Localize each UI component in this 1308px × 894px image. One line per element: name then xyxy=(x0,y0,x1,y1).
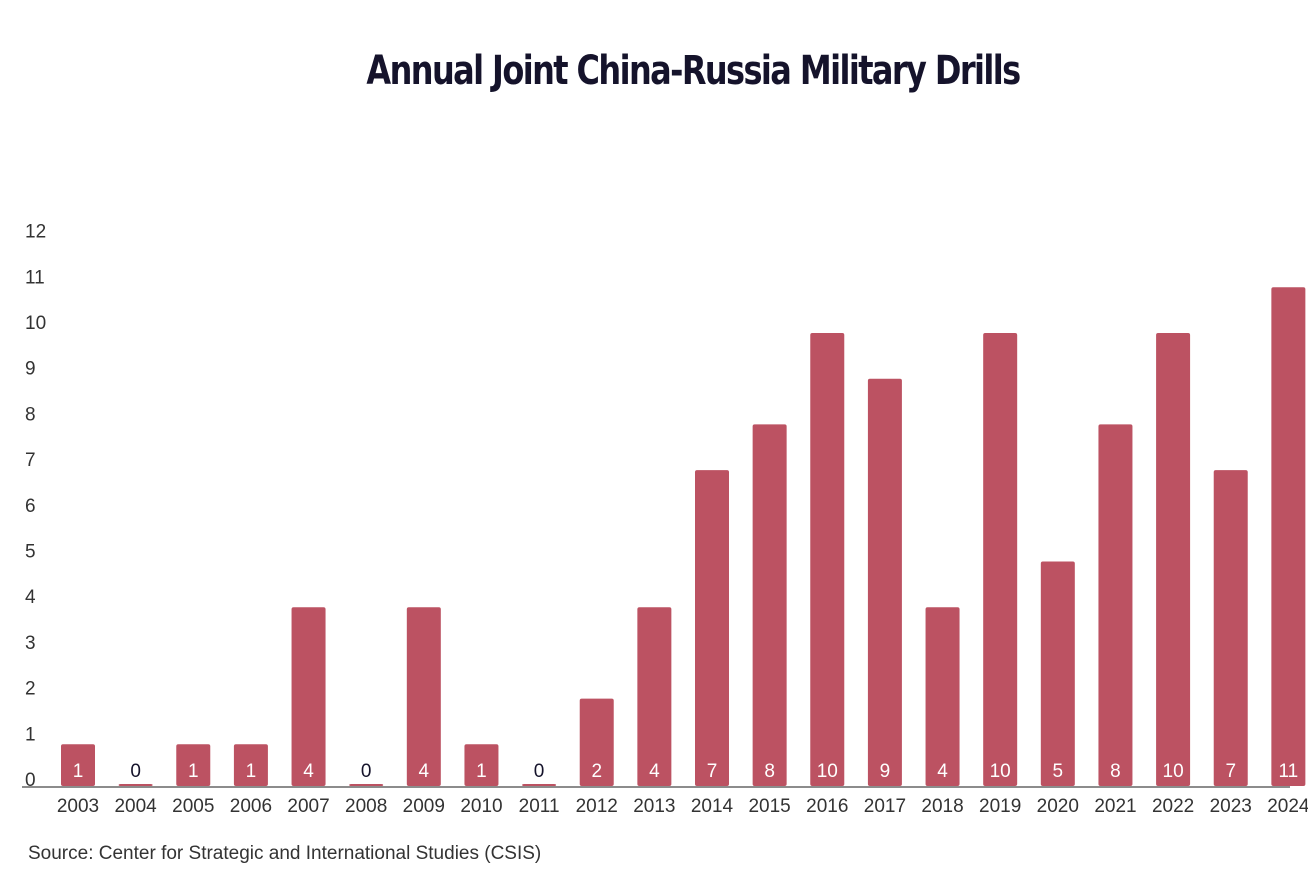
bar xyxy=(291,607,326,786)
x-tick-label: 2024 xyxy=(1267,796,1308,817)
bar xyxy=(233,744,268,786)
x-tick-label: 2010 xyxy=(460,796,502,817)
x-tick-label: 2005 xyxy=(172,796,214,817)
data-label: 7 xyxy=(707,761,718,782)
source-note: Source: Center for Strategic and Interna… xyxy=(28,843,542,864)
y-tick-label: 10 xyxy=(25,313,46,334)
bar xyxy=(1271,287,1306,786)
bar xyxy=(752,424,787,786)
data-label: 1 xyxy=(188,761,199,782)
bar xyxy=(349,784,384,786)
chart-title: Annual Joint China-Russia Military Drill… xyxy=(366,48,1021,94)
y-tick-label: 1 xyxy=(25,724,36,745)
data-label: 4 xyxy=(649,761,660,782)
bar xyxy=(1213,470,1248,786)
x-tick-label: 2017 xyxy=(864,796,906,817)
data-label: 0 xyxy=(361,761,372,782)
x-tick-label: 2020 xyxy=(1037,796,1079,817)
x-tick-label: 2013 xyxy=(633,796,675,817)
bar xyxy=(522,784,557,786)
bar xyxy=(176,744,211,786)
bar xyxy=(810,333,845,786)
y-tick-label: 11 xyxy=(25,267,45,288)
x-tick-label: 2015 xyxy=(748,796,790,817)
y-tick-label: 7 xyxy=(25,450,36,471)
data-label: 10 xyxy=(990,761,1011,782)
bar xyxy=(1156,333,1191,786)
bar xyxy=(406,607,441,786)
bar xyxy=(867,378,902,786)
x-tick-label: 2016 xyxy=(806,796,848,817)
bar xyxy=(579,698,614,786)
x-tick-label: 2007 xyxy=(287,796,329,817)
x-tick-label: 2011 xyxy=(519,796,560,817)
bar xyxy=(1098,424,1133,786)
data-label: 1 xyxy=(246,761,257,782)
bar xyxy=(637,607,672,786)
data-label: 4 xyxy=(419,761,430,782)
x-tick-label: 2004 xyxy=(114,796,157,817)
data-label: 7 xyxy=(1225,761,1236,782)
y-tick-label: 4 xyxy=(25,587,36,608)
bar xyxy=(61,744,95,786)
x-tick-label: 2022 xyxy=(1152,796,1194,817)
y-tick-label: 12 xyxy=(25,222,46,243)
x-tick-label: 2023 xyxy=(1210,796,1252,817)
x-tick-label: 2019 xyxy=(979,796,1021,817)
data-label: 8 xyxy=(764,761,775,782)
x-tick-label: 2012 xyxy=(576,796,618,817)
data-label: 8 xyxy=(1110,761,1121,782)
x-tick-label: 2018 xyxy=(921,796,963,817)
data-label: 1 xyxy=(73,761,84,782)
bar xyxy=(464,744,499,786)
y-tick-label: 3 xyxy=(25,633,36,654)
y-tick-label: 0 xyxy=(25,770,36,791)
bar xyxy=(983,333,1018,786)
data-label: 0 xyxy=(130,761,141,782)
y-tick-label: 5 xyxy=(25,542,36,563)
x-tick-label: 2006 xyxy=(230,796,272,817)
x-tick-label: 2003 xyxy=(57,796,99,817)
data-label: 0 xyxy=(534,761,545,782)
data-label: 11 xyxy=(1278,761,1298,782)
data-label: 10 xyxy=(817,761,838,782)
data-label: 4 xyxy=(937,761,948,782)
y-tick-label: 2 xyxy=(25,679,36,700)
data-label: 10 xyxy=(1163,761,1184,782)
data-label: 5 xyxy=(1053,761,1064,782)
x-tick-label: 2009 xyxy=(403,796,445,817)
x-tick-label: 2008 xyxy=(345,796,387,817)
data-label: 9 xyxy=(880,761,891,782)
bar xyxy=(695,470,729,786)
y-tick-label: 8 xyxy=(25,404,36,425)
bar xyxy=(118,784,153,786)
x-tick-label: 2021 xyxy=(1094,796,1136,817)
data-label: 4 xyxy=(303,761,314,782)
y-tick-label: 6 xyxy=(25,496,36,517)
data-label: 2 xyxy=(591,761,602,782)
bar xyxy=(925,607,960,786)
data-label: 1 xyxy=(476,761,487,782)
y-tick-label: 9 xyxy=(25,359,36,380)
x-tick-label: 2014 xyxy=(691,796,734,817)
bar xyxy=(1040,561,1075,786)
